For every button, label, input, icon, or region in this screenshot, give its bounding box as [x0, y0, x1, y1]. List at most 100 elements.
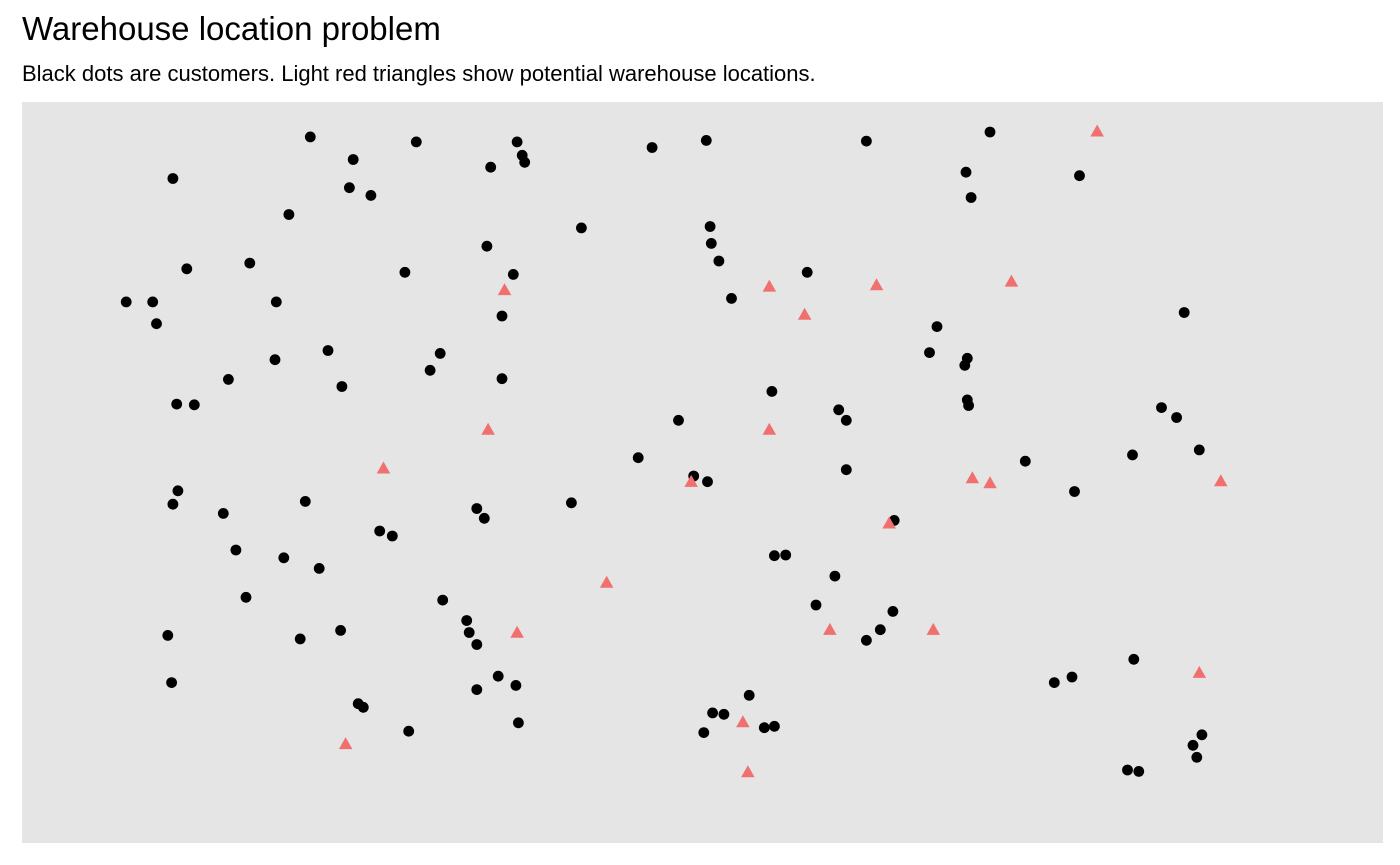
customer-point — [698, 727, 710, 738]
customer-point — [511, 136, 523, 148]
customer-point — [492, 670, 504, 682]
warehouse-point — [497, 283, 512, 296]
customer-point — [931, 321, 943, 332]
customer-point — [507, 269, 519, 280]
customer-point — [410, 136, 422, 148]
customer-point — [965, 192, 977, 203]
customer-point — [336, 381, 348, 392]
warehouse-points — [338, 124, 1228, 778]
customer-point — [576, 222, 587, 234]
customer-point — [151, 318, 162, 330]
customer-point — [1187, 739, 1199, 751]
customer-point — [887, 606, 899, 617]
warehouse-point — [481, 422, 495, 435]
customer-point — [478, 512, 490, 524]
customer-point — [278, 552, 290, 564]
customer-point — [481, 240, 493, 252]
customer-point — [1074, 170, 1085, 182]
customer-point — [959, 359, 971, 371]
customer-point — [181, 263, 193, 275]
customer-point — [840, 464, 852, 476]
customer-point — [304, 131, 316, 143]
customer-point — [357, 701, 369, 713]
customer-point — [171, 398, 183, 410]
customer-point — [1171, 412, 1182, 423]
customer-point — [766, 386, 778, 397]
customer-point — [700, 135, 712, 146]
warehouse-point — [869, 278, 884, 291]
customer-point — [1191, 751, 1203, 763]
customer-point — [632, 452, 644, 464]
customer-point — [471, 503, 483, 514]
customer-point — [718, 708, 730, 720]
customer-point — [299, 496, 311, 507]
customer-point — [713, 255, 725, 267]
customer-point — [403, 725, 415, 737]
customer-point — [217, 508, 229, 519]
customer-point — [516, 149, 528, 161]
warehouse-point — [736, 715, 750, 728]
customer-point — [1133, 766, 1145, 777]
warehouse-point — [1004, 274, 1019, 287]
customer-point — [1019, 455, 1031, 467]
customer-point — [1178, 307, 1190, 318]
customer-point — [963, 400, 974, 411]
warehouse-point — [1090, 124, 1104, 137]
customer-point — [1193, 444, 1205, 456]
customer-point — [269, 354, 281, 366]
warehouse-point — [762, 422, 777, 435]
warehouse-point — [741, 765, 755, 778]
customer-point — [1196, 729, 1208, 741]
customer-point — [673, 414, 684, 426]
customer-point — [874, 624, 886, 636]
customer-point — [240, 591, 252, 603]
customer-point — [769, 550, 780, 562]
chart-subtitle: Black dots are customers. Light red tria… — [22, 61, 816, 86]
customer-point — [840, 414, 852, 426]
warehouse-point — [965, 471, 980, 484]
customer-points — [120, 126, 1208, 777]
warehouse-point — [823, 622, 837, 635]
warehouse-point — [1214, 474, 1228, 487]
warehouse-point — [338, 737, 353, 750]
customer-point — [471, 639, 483, 650]
warehouse-point — [882, 516, 896, 529]
customer-point — [437, 594, 449, 606]
customer-point — [434, 348, 446, 359]
customer-point — [313, 563, 325, 574]
customer-point — [984, 126, 996, 138]
customer-point — [510, 680, 522, 691]
customer-point — [365, 190, 377, 201]
customer-point — [463, 627, 475, 638]
customer-point — [461, 615, 473, 626]
customer-point — [1128, 653, 1140, 665]
customer-point — [485, 161, 497, 173]
customer-point — [810, 599, 822, 611]
customer-point — [566, 497, 577, 509]
customer-point — [780, 549, 792, 561]
customer-point — [322, 345, 334, 356]
customer-point — [861, 135, 872, 147]
customer-point — [924, 347, 935, 358]
customer-point — [147, 296, 159, 308]
customer-point — [1122, 764, 1133, 776]
customer-point — [861, 634, 872, 646]
customer-point — [471, 684, 483, 695]
customer-point — [230, 544, 242, 556]
customer-point — [743, 689, 755, 701]
customer-point — [344, 182, 355, 194]
customer-point — [1127, 449, 1138, 461]
customer-point — [347, 154, 359, 165]
customer-point — [705, 238, 717, 249]
customer-point — [424, 364, 436, 376]
customer-point — [244, 257, 256, 269]
customer-point — [172, 485, 184, 497]
customer-point — [646, 142, 658, 153]
chart-title: Warehouse location problem — [22, 10, 441, 47]
customer-point — [374, 525, 386, 537]
customer-point — [513, 717, 524, 729]
customer-point — [294, 633, 306, 645]
warehouse-point — [983, 476, 997, 489]
customer-point — [162, 630, 174, 641]
